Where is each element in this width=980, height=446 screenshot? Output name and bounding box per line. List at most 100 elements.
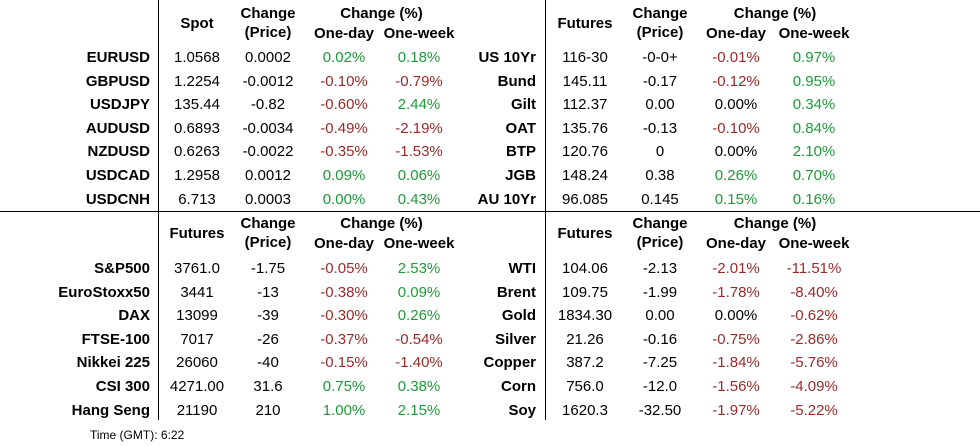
change-value: 210 xyxy=(255,401,281,419)
divider-left-panel-start xyxy=(158,0,159,420)
header-one-week: One-week xyxy=(778,25,850,42)
one-week-change: 0.43% xyxy=(397,190,441,208)
row-label: AU 10Yr xyxy=(477,190,536,208)
one-day-change: 0.15% xyxy=(714,190,758,208)
price-value: 21190 xyxy=(176,401,218,419)
one-day-change: -0.15% xyxy=(320,354,368,372)
one-day-change: -1.78% xyxy=(712,283,760,301)
row-label: USDCNH xyxy=(85,190,150,208)
one-week-change: -5.76% xyxy=(790,354,838,372)
header-change-price: Change (Price) xyxy=(632,215,688,251)
price-value: 7017 xyxy=(180,330,214,348)
one-week-change: -8.40% xyxy=(790,283,838,301)
change-value: 31.6 xyxy=(253,378,283,395)
row-label: Gold xyxy=(501,307,536,325)
change-value: -2.13 xyxy=(642,260,678,277)
price-value: 6.713 xyxy=(178,190,216,208)
one-week-change: 0.38% xyxy=(397,378,441,395)
header-one-day: One-day xyxy=(313,235,374,252)
one-day-change: -0.10% xyxy=(712,119,760,137)
change-value: 0 xyxy=(655,143,665,161)
one-week-change: 0.84% xyxy=(792,119,836,137)
change-value: -39 xyxy=(257,307,279,325)
divider-center xyxy=(545,0,546,420)
price-value: 1834.30 xyxy=(557,307,613,325)
one-week-change: 2.10% xyxy=(792,143,836,161)
one-week-change: -1.53% xyxy=(395,143,443,161)
one-week-change: -2.19% xyxy=(395,119,443,137)
change-value: -0.13 xyxy=(642,119,678,137)
change-value: -0.17 xyxy=(642,72,678,90)
one-day-change: -0.75% xyxy=(712,330,760,348)
row-label: Brent xyxy=(496,283,536,301)
one-week-change: -0.79% xyxy=(395,72,443,90)
row-label: FTSE-100 xyxy=(81,330,150,348)
row-label: Hang Seng xyxy=(71,401,150,419)
change-value: 0.0002 xyxy=(245,49,291,66)
header-price: Futures xyxy=(169,225,225,242)
change-value: -1.75 xyxy=(250,260,286,277)
row-label: US 10Yr xyxy=(478,49,536,66)
price-value: 387.2 xyxy=(566,354,604,372)
one-day-change: -0.60% xyxy=(320,96,368,114)
one-day-change: -0.10% xyxy=(320,72,368,90)
one-day-change: -1.97% xyxy=(712,401,760,419)
change-value: -7.25 xyxy=(642,354,678,372)
header-price: Spot xyxy=(180,15,214,32)
one-week-change: 0.18% xyxy=(397,49,441,66)
row-label: CSI 300 xyxy=(95,378,150,395)
change-value: -0.0034 xyxy=(242,119,294,137)
row-label: Soy xyxy=(508,401,536,419)
one-day-change: 1.00% xyxy=(322,401,366,419)
one-week-change: 0.09% xyxy=(397,283,441,301)
row-label: USDJPY xyxy=(89,96,150,114)
change-value: 0.145 xyxy=(641,190,679,208)
one-day-change: 0.00% xyxy=(714,96,758,114)
header-change-price: Change (Price) xyxy=(240,5,296,41)
header-one-day: One-day xyxy=(705,25,766,42)
row-label: USDCAD xyxy=(85,167,150,184)
header-change-price: Change (Price) xyxy=(632,5,688,41)
price-value: 1.0568 xyxy=(174,49,220,66)
one-day-change: -0.05% xyxy=(320,260,368,277)
row-label: EURUSD xyxy=(86,49,150,66)
change-value: -26 xyxy=(257,330,279,348)
price-value: 21.26 xyxy=(566,330,604,348)
one-day-change: -0.37% xyxy=(320,330,368,348)
row-label: DAX xyxy=(118,307,150,325)
row-label: WTI xyxy=(508,260,537,277)
header-one-week: One-week xyxy=(383,25,455,42)
change-value: -0.82 xyxy=(250,96,286,114)
one-day-change: 0.00% xyxy=(322,190,366,208)
row-label: S&P500 xyxy=(94,260,150,277)
price-value: 4271.00 xyxy=(169,378,225,395)
price-value: 96.085 xyxy=(562,190,608,208)
price-value: 3441 xyxy=(180,283,214,301)
header-price: Futures xyxy=(557,225,613,242)
row-label: EuroStoxx50 xyxy=(58,283,150,301)
header-change-percent: Change (%) xyxy=(733,215,817,232)
price-value: 145.11 xyxy=(562,72,608,90)
row-label: GBPUSD xyxy=(85,72,150,90)
header-price: Futures xyxy=(557,15,613,32)
change-value: -0.16 xyxy=(642,330,678,348)
price-value: 109.75 xyxy=(562,283,608,301)
one-week-change: -1.40% xyxy=(395,354,443,372)
header-one-week: One-week xyxy=(383,235,455,252)
one-week-change: -5.22% xyxy=(790,401,838,419)
one-day-change: 0.02% xyxy=(322,49,366,66)
price-value: 135.44 xyxy=(174,96,220,114)
one-day-change: -2.01% xyxy=(712,260,760,277)
one-week-change: 2.53% xyxy=(397,260,441,277)
one-day-change: -0.01% xyxy=(712,49,760,66)
price-value: 13099 xyxy=(176,307,218,325)
price-value: 0.6893 xyxy=(174,119,220,137)
change-value: -1.99 xyxy=(642,283,678,301)
row-label: NZDUSD xyxy=(87,143,151,161)
row-label: Copper xyxy=(483,354,537,372)
row-label: Corn xyxy=(501,378,536,395)
header-change-percent: Change (%) xyxy=(340,215,423,232)
change-value: 0.0012 xyxy=(245,167,291,184)
header-change-price: Change (Price) xyxy=(240,215,296,251)
price-value: 1620.3 xyxy=(562,401,608,419)
